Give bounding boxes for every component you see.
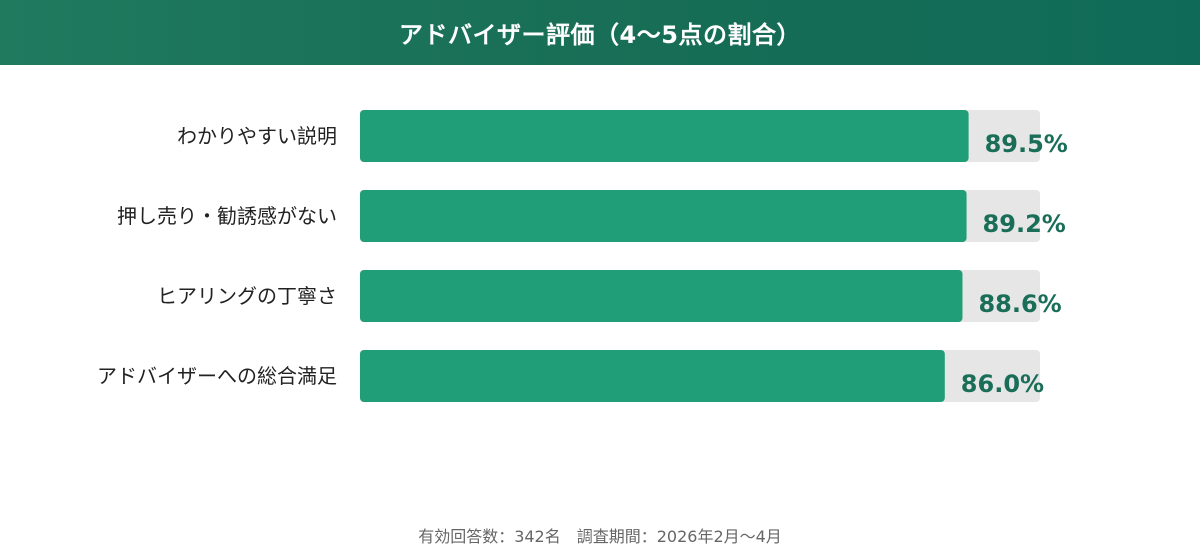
bar <box>360 270 963 322</box>
value-label: 89.5% <box>985 130 1068 158</box>
chart-header: アドバイザー評価（4〜5点の割合） <box>0 0 1200 65</box>
chart-title: アドバイザー評価（4〜5点の割合） <box>399 21 801 49</box>
value-label: 88.6% <box>978 290 1061 318</box>
bar <box>360 190 967 242</box>
survey-footnote: 有効回答数：342名 調査期間：2026年2月〜4月 <box>418 527 782 546</box>
bar <box>360 350 945 402</box>
value-label: 86.0% <box>961 370 1044 398</box>
value-label: 89.2% <box>983 210 1066 238</box>
category-label: わかりやすい説明 <box>177 124 337 148</box>
category-label: 押し売り・勧誘感がない <box>117 204 337 228</box>
category-label: アドバイザーへの総合満足 <box>97 364 337 388</box>
bar-chart: わかりやすい説明 89.5% 押し売り・勧誘感がない 89.2% ヒアリングの丁寧さ 88… <box>97 110 1068 402</box>
category-label: ヒアリングの丁寧さ <box>157 284 337 308</box>
bar <box>360 110 969 162</box>
